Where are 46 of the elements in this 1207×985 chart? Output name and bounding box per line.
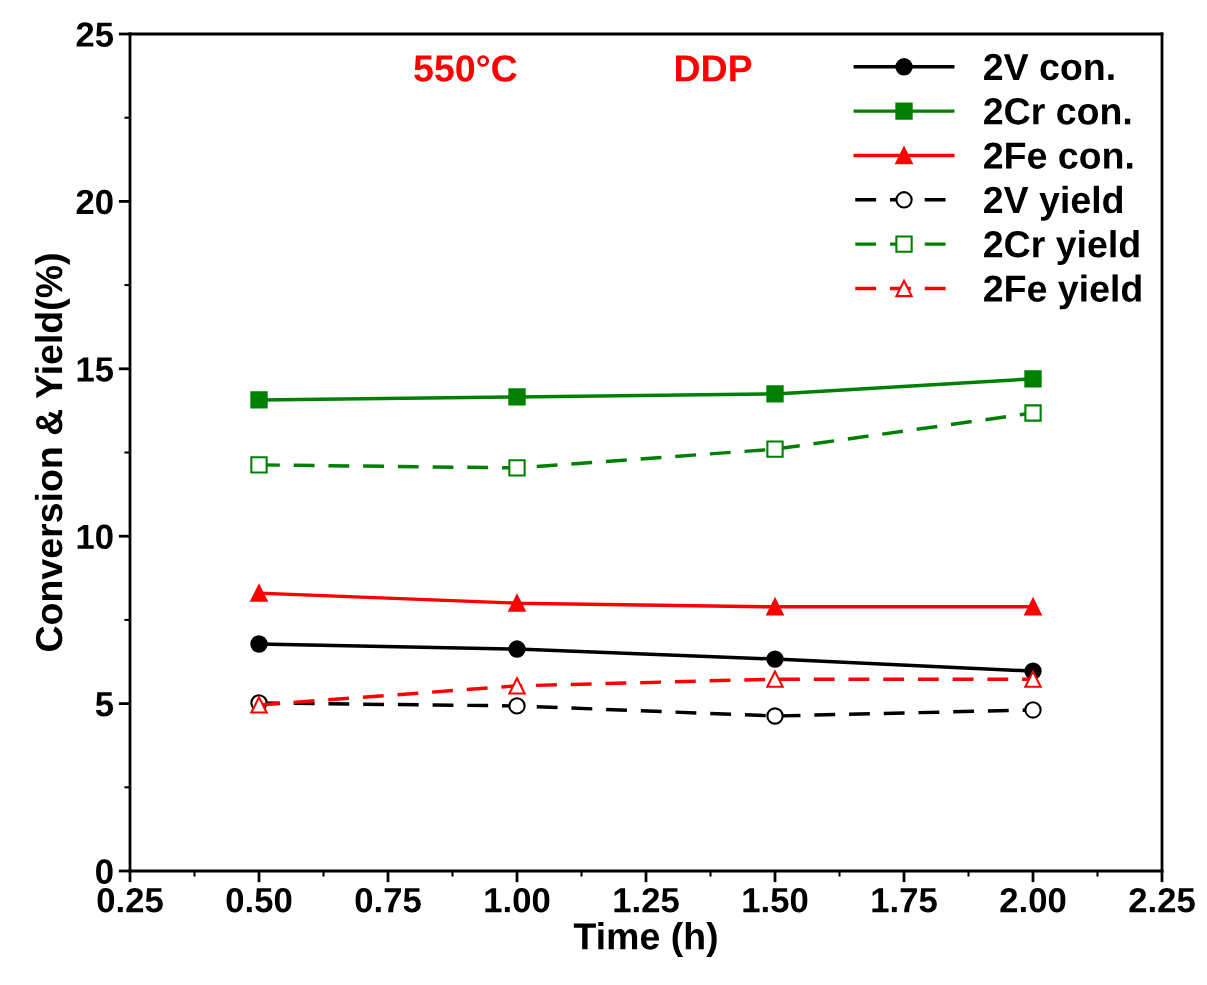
point — [250, 391, 268, 409]
x-tick-label: 0.25 — [97, 887, 163, 913]
x-tick-label: 2.00 — [1000, 887, 1066, 913]
point — [766, 650, 784, 668]
point — [766, 440, 784, 458]
point — [508, 388, 526, 406]
x-tick-label: 1.00 — [485, 887, 550, 913]
annotation: 550°C — [414, 55, 517, 82]
legend-label: 2Fe con. — [984, 142, 1133, 169]
x-tick-label: 1.25 — [614, 887, 679, 913]
y-tick-label: 25 — [76, 22, 114, 47]
point — [508, 594, 526, 612]
x-tick-label: 0.50 — [226, 887, 292, 913]
legend-label: 2Cr yield — [984, 230, 1139, 266]
legend-label: 2Fe yield — [984, 274, 1141, 310]
point — [1024, 404, 1042, 422]
point — [1024, 701, 1042, 719]
point — [508, 640, 526, 658]
annotation: DDP — [676, 55, 752, 82]
y-tick-label: 5 — [95, 692, 114, 717]
point — [508, 459, 526, 477]
point — [250, 584, 268, 602]
legend-label: 2Cr con. — [984, 98, 1131, 125]
x-tick-label: 1.50 — [743, 887, 808, 913]
y-tick-label: 15 — [77, 357, 114, 382]
point — [250, 635, 268, 653]
point — [766, 670, 784, 688]
y-tick-label: 10 — [77, 524, 113, 550]
point — [508, 697, 526, 715]
y-axis-title: Conversion & Yield(%) — [34, 254, 70, 651]
point — [250, 456, 268, 474]
y-tick-label: 0 — [96, 859, 113, 884]
point — [766, 707, 784, 725]
x-tick-label: 2.25 — [1129, 887, 1195, 913]
y-tick-label: 20 — [76, 189, 113, 215]
point — [1024, 370, 1042, 388]
point — [766, 598, 784, 616]
x-tick-label: 1.75 — [872, 888, 937, 913]
x-tick-label: 0.75 — [355, 887, 421, 913]
legend-label: 2V yield — [984, 185, 1123, 221]
point — [1024, 598, 1042, 616]
legend-label: 2V con. — [984, 53, 1114, 81]
point — [766, 385, 784, 403]
point — [508, 677, 526, 695]
x-axis-title: Time (h) — [573, 922, 717, 958]
point — [1024, 670, 1042, 688]
